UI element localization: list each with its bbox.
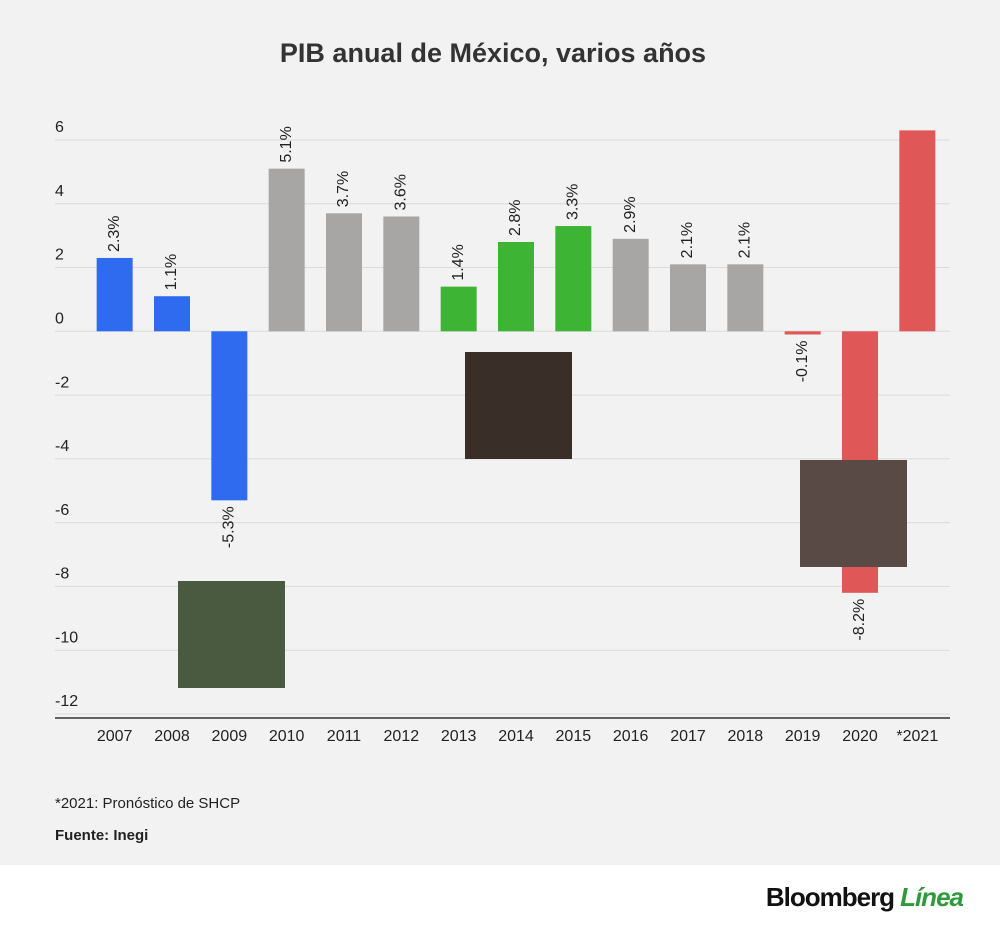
y-tick-label: -8	[55, 566, 69, 583]
bar	[784, 331, 821, 335]
footer-background	[0, 865, 1000, 933]
x-tick-label: *2021	[896, 728, 938, 745]
value-label: 3.6%	[393, 174, 410, 210]
source: Fuente: Inegi	[55, 827, 148, 844]
x-tick-label: 2008	[154, 728, 190, 745]
bar	[440, 286, 477, 332]
bar	[498, 242, 534, 332]
bar	[727, 264, 764, 332]
footnote: *2021: Pronóstico de SHCP	[55, 795, 240, 812]
y-tick-label: 4	[55, 183, 64, 200]
value-label: -8.2%	[851, 599, 868, 641]
plot: 6 4 2 0 -2 -4 -6 -8 -10 -12 2007 2.3% 2008 1.1% 2009 -5…	[55, 119, 950, 745]
x-tick-label: 2014	[498, 728, 534, 745]
x-tick-label: 2016	[613, 728, 649, 745]
brand-suffix: Línea	[900, 882, 963, 912]
x-tick-label: 2018	[728, 728, 764, 745]
y-tick-label: 6	[55, 119, 64, 136]
bar	[670, 264, 706, 332]
x-tick-label: 2009	[212, 728, 248, 745]
y-tick-label: -12	[55, 693, 78, 710]
bar	[268, 168, 305, 332]
value-label: 1.4%	[450, 244, 467, 280]
x-tick-label: 2017	[670, 728, 706, 745]
value-label: 2.1%	[737, 222, 754, 258]
x-tick-label: 2013	[441, 728, 477, 745]
y-tick-label: 0	[55, 311, 64, 328]
x-tick-label: 2012	[384, 728, 420, 745]
value-label: 2.3%	[106, 215, 123, 251]
value-label: 2.1%	[679, 222, 696, 258]
bar	[555, 226, 592, 332]
value-label: 2.9%	[622, 196, 639, 232]
chart-title: PIB anual de México, varios años	[280, 38, 706, 68]
x-tick-label: 2010	[269, 728, 305, 745]
y-tick-label: -4	[55, 438, 69, 455]
brand-logo: Bloomberg Línea	[766, 882, 964, 912]
value-label: 3.7%	[335, 171, 352, 207]
x-tick-label: 2019	[785, 728, 821, 745]
value-label: 3.3%	[565, 184, 582, 220]
y-tick-label: 2	[55, 247, 64, 264]
bar	[211, 331, 248, 501]
x-tick-label: 2015	[556, 728, 592, 745]
value-label: 1.1%	[163, 254, 180, 290]
x-tick-label: 2011	[327, 728, 362, 745]
bar	[96, 257, 133, 332]
value-label: -5.3%	[221, 506, 238, 548]
value-label: -0.1%	[794, 340, 811, 382]
y-tick-label: -2	[55, 374, 69, 391]
x-tick-label: 2020	[842, 728, 878, 745]
y-tick-label: -10	[55, 629, 78, 646]
x-tick-label: 2007	[97, 728, 133, 745]
bar	[326, 213, 362, 332]
photo	[800, 460, 907, 567]
y-tick-label: -6	[55, 502, 69, 519]
photo	[465, 352, 572, 459]
bar	[154, 296, 190, 332]
bar	[612, 238, 649, 332]
photo	[178, 581, 285, 688]
bar	[383, 216, 420, 332]
value-label: 2.8%	[507, 200, 524, 236]
value-label: 5.1%	[278, 126, 295, 162]
brand-name: Bloomberg	[766, 882, 894, 912]
bar	[899, 130, 936, 332]
